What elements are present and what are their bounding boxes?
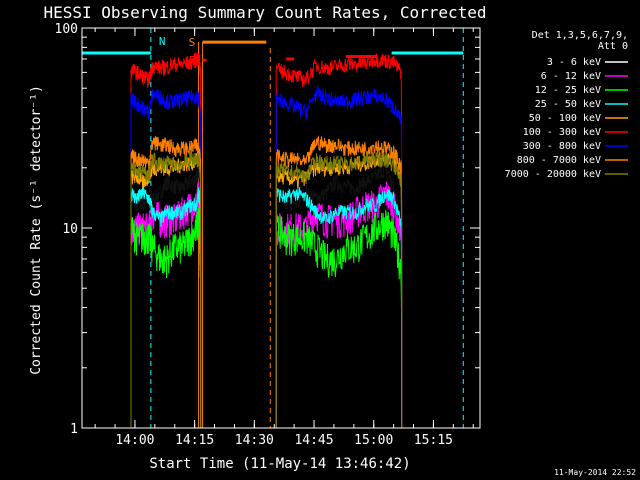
- saa-label: S: [189, 36, 196, 49]
- timestamp: 11-May-2014 22:52: [554, 468, 636, 477]
- series-line: [130, 185, 202, 428]
- axes: 14:00 14:15 14:30 14:45 15:00 15:15 1 10 100: [55, 22, 481, 448]
- y-tick-label: 1: [70, 422, 78, 437]
- series-line: [275, 135, 403, 428]
- legend: Det 1,3,5,6,7,9,Att 0 3 - 6 keV 6 - 12 keV…: [505, 30, 628, 180]
- series-line: [275, 187, 403, 428]
- series-group: [130, 52, 403, 428]
- series-line: [130, 88, 202, 428]
- series-line: [275, 152, 403, 428]
- legend-label: 6 - 12 keV: [541, 71, 601, 82]
- x-tick-label: 15:00: [354, 433, 393, 448]
- series-line: [275, 85, 403, 428]
- series-line: [130, 181, 202, 428]
- x-tick-label: 14:30: [235, 433, 274, 448]
- y-tick-label: 10: [62, 222, 78, 237]
- legend-label: 7000 - 20000 keV: [505, 169, 601, 180]
- series-line: [130, 135, 202, 428]
- series-line: [130, 152, 202, 428]
- legend-header: Det 1,3,5,6,7,9,: [532, 30, 628, 41]
- x-tick-label: 14:00: [115, 433, 154, 448]
- legend-label: 3 - 6 keV: [547, 57, 601, 68]
- series-line: [130, 207, 202, 428]
- series-line: [130, 52, 202, 428]
- y-axis-label: Corrected Count Rate (s⁻¹ detector⁻¹): [29, 85, 44, 375]
- x-tick-label: 14:15: [175, 433, 214, 448]
- legend-label: 50 - 100 keV: [529, 113, 601, 124]
- y-tick-label: 100: [55, 22, 78, 37]
- series-line: [275, 53, 403, 428]
- series-line: [275, 209, 403, 428]
- x-tick-label: 15:15: [414, 433, 453, 448]
- legend-label: 12 - 25 keV: [535, 85, 601, 96]
- legend-label: 100 - 300 keV: [523, 127, 601, 138]
- x-axis-label: Start Time (11-May-14 13:46:42): [149, 456, 410, 472]
- legend-header: Att 0: [598, 41, 628, 52]
- legend-label: 800 - 7000 keV: [517, 155, 601, 166]
- x-tick-label: 14:45: [294, 433, 333, 448]
- legend-label: 25 - 50 keV: [535, 99, 601, 110]
- chart-title: HESSI Observing Summary Count Rates, Cor…: [43, 3, 486, 22]
- legend-label: 300 - 800 keV: [523, 141, 601, 152]
- night-label: N: [159, 35, 166, 48]
